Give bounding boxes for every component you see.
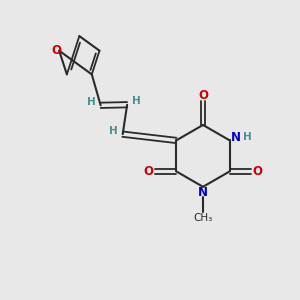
Text: CH₃: CH₃ xyxy=(194,213,213,223)
Text: H: H xyxy=(87,97,96,107)
Text: O: O xyxy=(198,89,208,102)
Text: O: O xyxy=(143,165,154,178)
Text: H: H xyxy=(243,133,252,142)
Text: N: N xyxy=(231,131,241,144)
Text: H: H xyxy=(109,126,118,136)
Text: N: N xyxy=(198,186,208,199)
Text: O: O xyxy=(253,165,262,178)
Text: O: O xyxy=(52,44,62,57)
Text: H: H xyxy=(132,96,141,106)
